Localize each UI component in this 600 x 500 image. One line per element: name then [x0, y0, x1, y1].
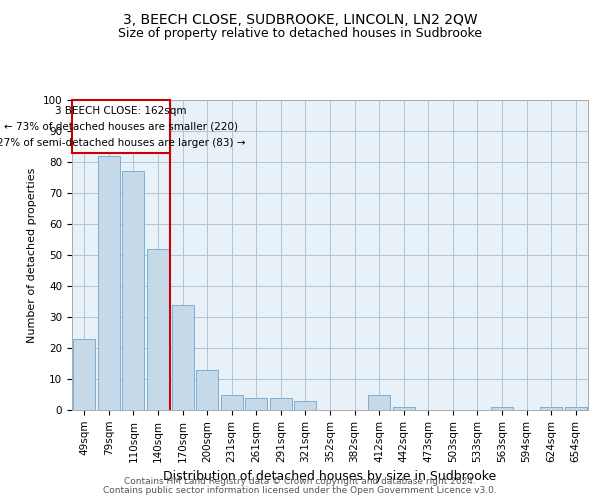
Bar	[196, 370, 218, 410]
Bar	[221, 394, 243, 410]
Text: Contains public sector information licensed under the Open Government Licence v3: Contains public sector information licen…	[103, 486, 497, 495]
Bar	[368, 394, 390, 410]
Bar	[122, 172, 145, 410]
Bar	[565, 407, 587, 410]
Bar	[147, 249, 169, 410]
X-axis label: Distribution of detached houses by size in Sudbrooke: Distribution of detached houses by size …	[163, 470, 497, 483]
FancyBboxPatch shape	[72, 100, 170, 152]
Bar	[295, 400, 316, 410]
Text: 3, BEECH CLOSE, SUDBROOKE, LINCOLN, LN2 2QW: 3, BEECH CLOSE, SUDBROOKE, LINCOLN, LN2 …	[122, 12, 478, 26]
Bar	[392, 407, 415, 410]
Text: ← 73% of detached houses are smaller (220): ← 73% of detached houses are smaller (22…	[4, 122, 238, 132]
Bar	[73, 338, 95, 410]
Bar	[540, 407, 562, 410]
Bar	[270, 398, 292, 410]
Text: 27% of semi-detached houses are larger (83) →: 27% of semi-detached houses are larger (…	[0, 138, 245, 148]
Bar	[491, 407, 513, 410]
Bar	[98, 156, 120, 410]
Text: Size of property relative to detached houses in Sudbrooke: Size of property relative to detached ho…	[118, 28, 482, 40]
Text: Contains HM Land Registry data © Crown copyright and database right 2024.: Contains HM Land Registry data © Crown c…	[124, 477, 476, 486]
Bar	[172, 304, 194, 410]
Bar	[245, 398, 268, 410]
Text: 3 BEECH CLOSE: 162sqm: 3 BEECH CLOSE: 162sqm	[55, 106, 187, 116]
Y-axis label: Number of detached properties: Number of detached properties	[27, 168, 37, 342]
